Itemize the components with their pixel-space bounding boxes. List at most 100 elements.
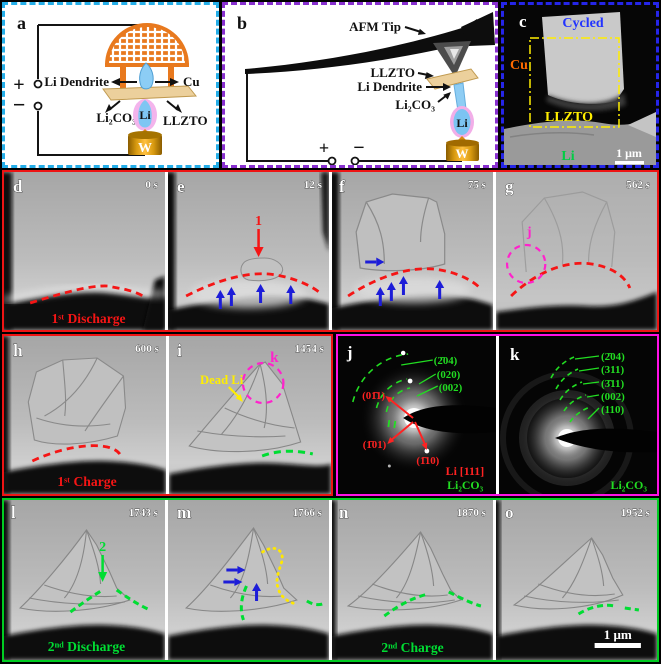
li-label: Li: [456, 116, 468, 130]
panel-b-letter: b: [237, 13, 247, 33]
panel-j: (2̄04) (020) (002) (01̄1) (1̄01) (1̄10) …: [338, 336, 496, 494]
panel-m: m 1766 s: [168, 500, 329, 660]
panel-c-image: c Cycled Cu LLZTO Li 1 μm: [504, 5, 656, 165]
panel-e-letter: e: [177, 177, 185, 196]
interface-dashed-line-green: [239, 585, 248, 621]
li-dendrite-label: Li Dendrite: [44, 74, 109, 89]
substrate-dark-region: [496, 624, 657, 660]
legend-li2co3: Li₂CO₃: [447, 478, 483, 492]
panel-h-letter: h: [13, 341, 23, 360]
timestamp: 600 s: [135, 343, 159, 355]
llzto-label: LLZTO: [370, 65, 415, 80]
panel-f-letter: f: [339, 177, 345, 196]
li-blob: [138, 100, 152, 128]
electrode-edge: [332, 500, 337, 660]
w-cylinder: [128, 135, 162, 155]
plus-label: +: [13, 74, 24, 96]
diffraction-group: (2̄04) (020) (002) (01̄1) (1̄01) (1̄10) …: [336, 334, 659, 496]
li2co3-arrow: [105, 100, 121, 113]
beam-stop: [403, 405, 496, 434]
substrate-dark-region: [168, 295, 329, 330]
substrate-dark-region: [332, 294, 493, 330]
panel-j-letter: j: [346, 343, 353, 362]
panel-a-schematic: + − Li Dendrite Cu: [2, 2, 219, 168]
substrate-dark-region: [4, 624, 165, 660]
interface-dash-right: [306, 599, 326, 607]
timestamp: 75 s: [468, 179, 487, 191]
substrate-dark-region: [169, 462, 331, 494]
stage-caption: 2ⁿᵈ Discharge: [48, 639, 125, 654]
li-dendrite-label: Li Dendrite: [357, 79, 422, 94]
li-bright-area: [628, 112, 656, 137]
llzto-plate: [426, 68, 479, 90]
interface-dashed-line: [31, 444, 123, 463]
li-spot-arrows: [385, 396, 428, 450]
dendrite-outline: [355, 193, 446, 272]
afm-tip-label: AFM Tip: [349, 19, 401, 34]
interface-dashed-line: [185, 272, 320, 298]
interface-dashed-lines-green: [69, 588, 149, 614]
w-label: W: [138, 141, 152, 156]
panel-d-image: d 0 s 1ˢᵗ Discharge: [4, 172, 165, 330]
panel-k: (2̄04) (311) (3̄11) (002) (110) Li₂CO₃ k: [499, 336, 657, 494]
electrode-edge: [496, 500, 501, 660]
blue-arrows: [365, 257, 445, 306]
dendrite-wrinkles: [27, 357, 127, 445]
li2co3-label: Li₂CO₃: [96, 110, 136, 125]
panel-c-letter: c: [519, 12, 527, 31]
stage-caption: 2ⁿᵈ Charge: [381, 640, 443, 655]
corner-shadow: [142, 276, 165, 330]
panel-f: f 75 s: [332, 172, 493, 330]
slab-shadow: [546, 93, 626, 111]
li-plane-101: (1̄01): [363, 439, 387, 451]
timestamp: 1870 s: [457, 507, 487, 519]
roi-k-marker: k: [241, 350, 285, 405]
w-cylinder-top: [128, 131, 162, 139]
panel-a-letter: a: [17, 13, 26, 33]
stripping-front-dotted-yellow: [261, 547, 298, 606]
substrate-dark-region: [168, 624, 329, 660]
panel-n-letter: n: [339, 503, 349, 522]
afm-tip-highlight: [450, 49, 459, 59]
marker-1: 1: [255, 213, 262, 229]
li2co3-plane-002: (002): [439, 382, 463, 394]
afm-tip-arrow: [404, 26, 426, 35]
panel-n: n 1870 s 2ⁿᵈ Charge: [332, 500, 493, 660]
substrate-dark-region: [4, 291, 165, 330]
electrode-edge: [4, 336, 10, 494]
cycled-label: Cycled: [562, 16, 603, 31]
first-discharge-group: d 0 s 1ˢᵗ Discharge 1: [2, 170, 659, 332]
roi-circle: [241, 361, 285, 405]
li2co3-plane-020: (020): [437, 369, 461, 381]
panel-b-drawing: + − Li W AFM Tip LLZTO: [237, 12, 495, 165]
interface-dashed-line: [510, 261, 632, 298]
cu-grid-dome: [105, 23, 189, 90]
electrode-edge: [332, 172, 340, 330]
panel-m-image: m 1766 s: [168, 500, 329, 660]
interface-dashed-line-green: [261, 449, 314, 458]
nucleus-marker-arrow: 1: [253, 213, 264, 257]
plane-311: (311): [601, 364, 625, 376]
li2co3-blue-arrows: [215, 284, 296, 309]
scale-text: 1 μm: [616, 146, 642, 160]
panel-g-image: j g 562 s: [496, 172, 657, 330]
dendrite-peak-wrinkles: [512, 537, 624, 610]
li-dendrite-shape: [139, 62, 154, 90]
panel-e: 1 e 12 s: [168, 172, 329, 330]
electrode-edge: [4, 500, 10, 660]
panel-c-tem: c Cycled Cu LLZTO Li 1 μm: [501, 2, 659, 168]
panel-l-image: 2 l 1743 s 2ⁿᵈ Discharge: [4, 500, 165, 660]
w-label: W: [456, 146, 469, 161]
panel-i-image: Dead Li k i 1454 s: [169, 336, 331, 494]
timestamp: 12 s: [304, 179, 323, 191]
marker-2-arrow: 2: [98, 539, 108, 582]
panel-k-diffraction: (2̄04) (311) (3̄11) (002) (110) Li₂CO₃ k: [499, 336, 657, 494]
blue-arrows: [223, 566, 262, 601]
dendrite-outline: [521, 191, 616, 273]
li2co3-label: Li₂CO₃: [395, 97, 435, 112]
panel-n-image: n 1870 s 2ⁿᵈ Charge: [332, 500, 493, 660]
electrode-edge: [168, 172, 176, 330]
li-label: Li: [561, 149, 574, 164]
legend-li2co3: Li₂CO₃: [610, 478, 647, 492]
